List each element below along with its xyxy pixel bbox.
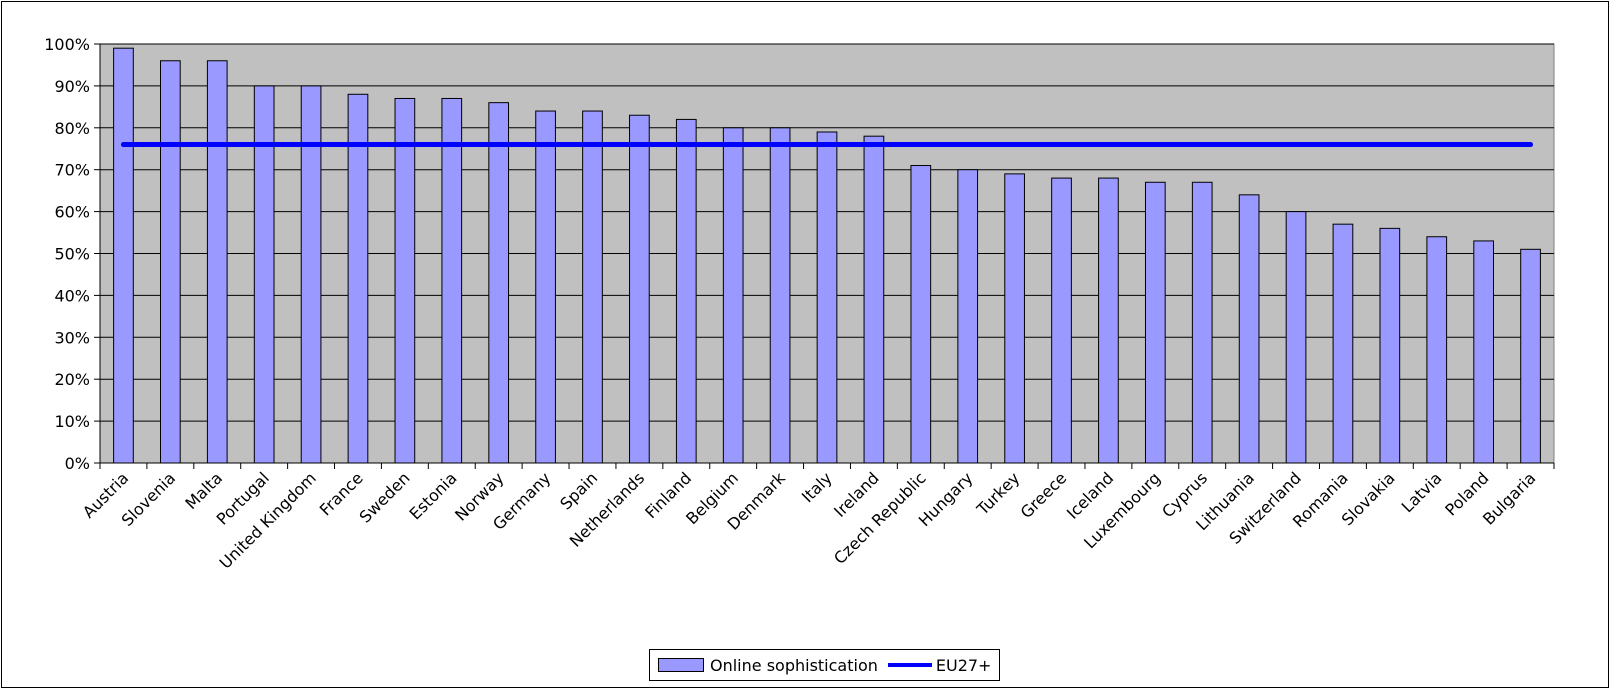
bar [957, 169, 979, 464]
y-tick-label: 80% [54, 119, 90, 138]
bar [535, 110, 556, 464]
y-tick-label: 70% [54, 161, 90, 180]
bar [1191, 181, 1213, 464]
y-tick-label: 10% [54, 412, 90, 431]
x-tick-label: Estonia [406, 468, 461, 523]
bar [1426, 236, 1448, 464]
bar [253, 85, 275, 464]
bar [769, 127, 791, 464]
bar [722, 127, 744, 464]
bar [206, 60, 228, 464]
legend-swatch-online-sophistication [658, 658, 704, 672]
y-tick-label: 100% [44, 35, 90, 54]
x-tick-label: Turkey [972, 468, 1023, 519]
bar [488, 102, 510, 464]
bar [394, 97, 416, 464]
bar [816, 131, 838, 464]
x-tick-label: Italy [798, 468, 836, 506]
x-tick-label: Spain [556, 468, 601, 513]
y-tick-label: 0% [65, 454, 90, 473]
bar [347, 93, 369, 464]
bar [113, 47, 134, 464]
bar [160, 60, 181, 464]
bar [582, 110, 603, 464]
legend-label-online-sophistication: Online sophistication [710, 655, 878, 675]
bar [1051, 177, 1072, 464]
bar [629, 114, 650, 464]
bar [910, 165, 932, 464]
bar [441, 97, 463, 464]
x-tick-label: Latvia [1398, 468, 1446, 516]
y-tick-label: 40% [54, 286, 90, 305]
bar [1379, 227, 1401, 464]
y-tick-label: 20% [54, 370, 90, 389]
x-tick-label: Greece [1017, 468, 1071, 522]
bar [675, 118, 697, 464]
legend-label-eu27: EU27+ [935, 655, 992, 675]
bar [1098, 177, 1119, 464]
y-tick-label: 50% [54, 245, 90, 264]
bar [1473, 240, 1494, 464]
x-tick-label: Sweden [356, 468, 414, 526]
bar [863, 135, 885, 464]
legend: Online sophistication EU27+ [649, 649, 1001, 681]
y-tick-label: 90% [54, 77, 90, 96]
bar [1144, 181, 1166, 464]
bar [1520, 248, 1541, 464]
bar [1238, 194, 1260, 464]
x-tick-label: Malta [181, 468, 226, 513]
bar [300, 85, 322, 464]
y-tick-label: 60% [54, 203, 90, 222]
y-tick-label: 30% [54, 328, 90, 347]
legend-swatch-eu27 [887, 663, 932, 667]
bar [1285, 211, 1307, 464]
bar [1004, 173, 1025, 464]
bar [1332, 223, 1354, 464]
